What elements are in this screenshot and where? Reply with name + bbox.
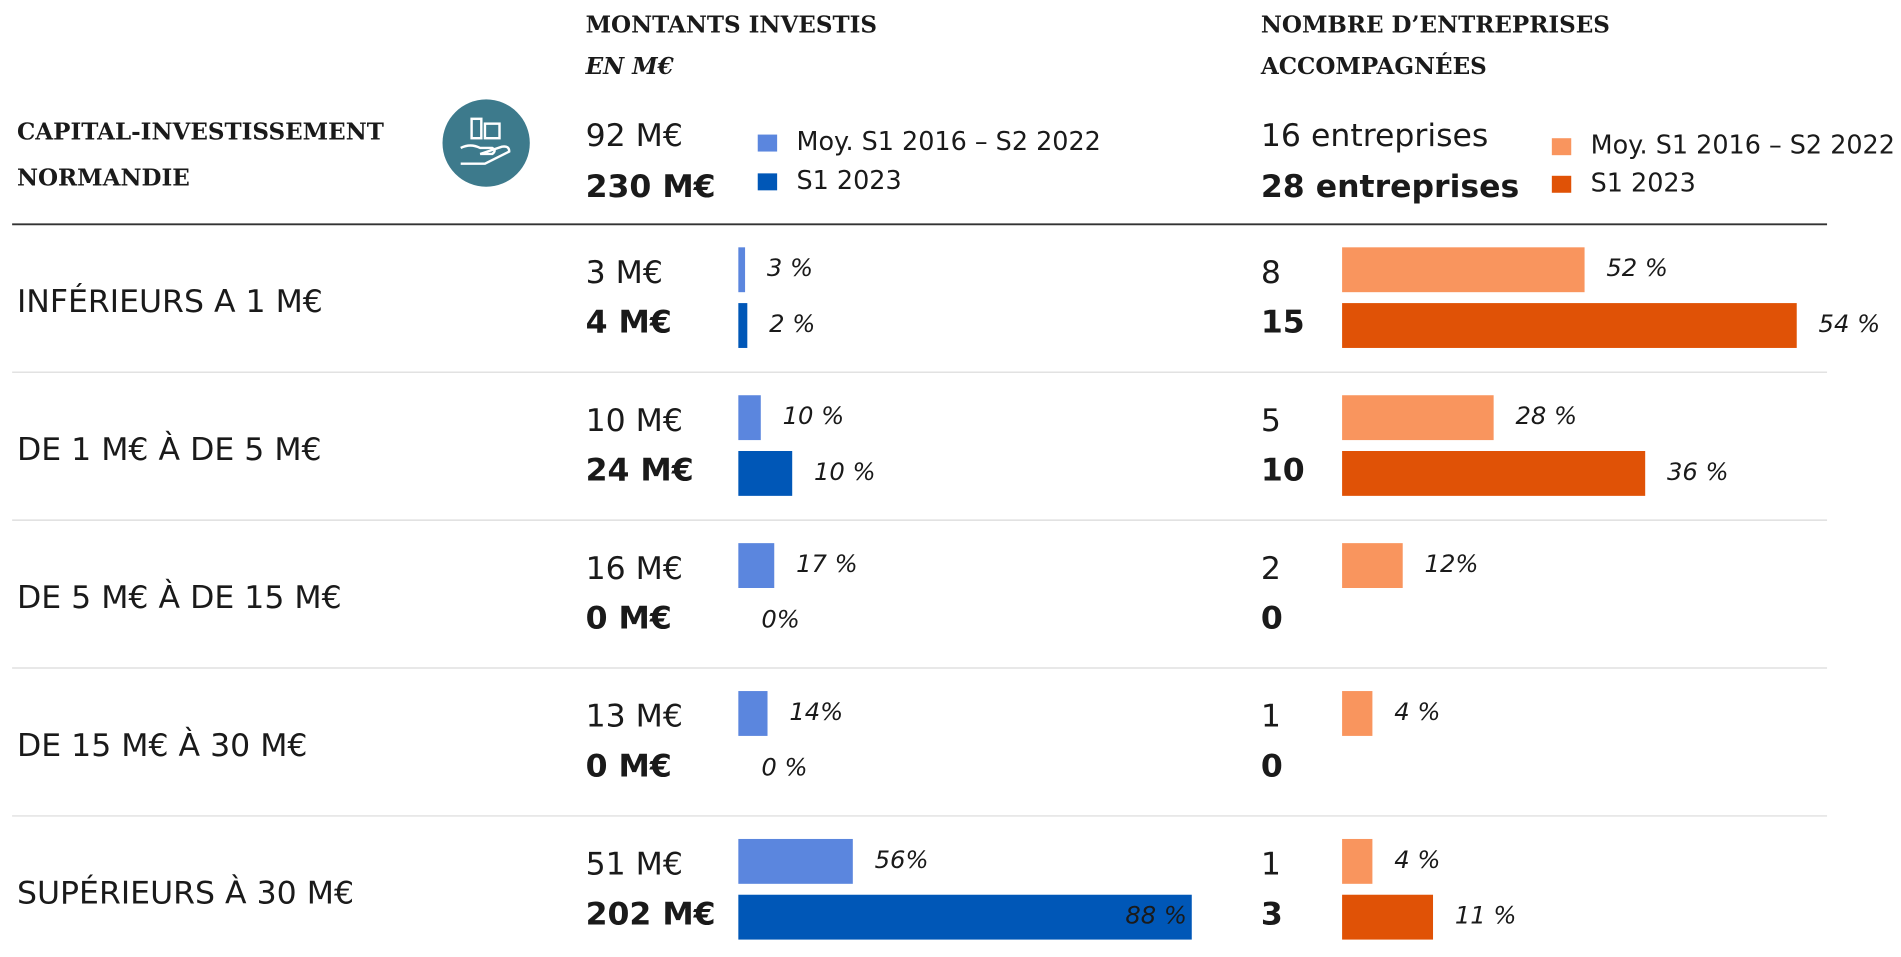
bar bbox=[1342, 894, 1434, 940]
share-label: 4 % bbox=[1394, 697, 1440, 726]
section-title: MONTANTS INVESTIS bbox=[586, 12, 877, 39]
bar bbox=[738, 894, 1192, 940]
row-label: SUPÉRIEURS À 30 M€ bbox=[17, 874, 354, 912]
value-label: 0 M€ bbox=[586, 601, 672, 637]
value-label: 2 bbox=[1261, 551, 1281, 587]
value-label: 51 M€ bbox=[586, 847, 683, 883]
title-line: CAPITAL-INVESTISSEMENT bbox=[17, 118, 384, 145]
value-label: 5 bbox=[1261, 403, 1281, 439]
legend-label: S1 2023 bbox=[1591, 168, 1696, 198]
value-label: 3 bbox=[1261, 896, 1283, 932]
legend-label: Moy. S1 2016 – S2 2022 bbox=[1591, 131, 1895, 161]
title-line: NORMANDIE bbox=[17, 164, 190, 191]
value-label: 1 bbox=[1261, 847, 1281, 883]
share-label: 12% bbox=[1425, 549, 1479, 578]
value-label: 24 M€ bbox=[586, 453, 694, 489]
section-unit: EN M€ bbox=[585, 53, 675, 80]
bar bbox=[1342, 691, 1373, 736]
bar bbox=[738, 303, 748, 348]
total: 28 entreprises bbox=[1261, 169, 1519, 205]
share-label: 56% bbox=[875, 845, 929, 874]
share-label: 17 % bbox=[796, 549, 858, 578]
bar bbox=[1342, 303, 1797, 348]
value-label: 10 M€ bbox=[586, 403, 683, 439]
legend-swatch bbox=[757, 173, 778, 191]
legend-label: S1 2023 bbox=[797, 166, 902, 196]
value-label: 0 bbox=[1261, 748, 1283, 784]
row-label: DE 15 M€ À 30 M€ bbox=[17, 726, 308, 764]
section-title: ACCOMPAGNÉES bbox=[1260, 53, 1487, 80]
value-label: 0 M€ bbox=[586, 748, 672, 784]
legend-swatch bbox=[1551, 138, 1572, 156]
row-label: DE 5 M€ À DE 15 M€ bbox=[17, 578, 342, 616]
value-label: 10 bbox=[1261, 453, 1305, 489]
row-label: DE 1 M€ À DE 5 M€ bbox=[17, 430, 322, 468]
share-label: 4 % bbox=[1394, 845, 1440, 874]
legend-swatch bbox=[1551, 175, 1572, 193]
value-label: 1 bbox=[1261, 699, 1281, 735]
section-title: NOMBRE D’ENTREPRISES bbox=[1261, 12, 1610, 39]
value-label: 0 bbox=[1261, 601, 1283, 637]
bar bbox=[1342, 395, 1494, 441]
share-label: 54 % bbox=[1819, 309, 1881, 338]
share-label: 10 % bbox=[814, 457, 876, 486]
share-label: 36 % bbox=[1667, 457, 1729, 486]
value-label: 3 M€ bbox=[586, 255, 663, 291]
value-label: 13 M€ bbox=[586, 699, 683, 735]
share-label: 88 % bbox=[1125, 901, 1187, 930]
value-label: 15 bbox=[1261, 305, 1305, 341]
share-label: 3 % bbox=[767, 253, 813, 282]
bar bbox=[738, 451, 793, 496]
legend-label: Moy. S1 2016 – S2 2022 bbox=[797, 127, 1101, 157]
row-label: INFÉRIEURS A 1 M€ bbox=[17, 282, 323, 320]
total: 92 M€ bbox=[586, 118, 683, 154]
bar bbox=[738, 543, 775, 589]
total: 16 entreprises bbox=[1261, 118, 1488, 154]
share-label: 11 % bbox=[1455, 901, 1517, 930]
value-label: 4 M€ bbox=[586, 305, 672, 341]
bar bbox=[1342, 838, 1373, 884]
share-label: 14% bbox=[789, 697, 843, 726]
value-label: 16 M€ bbox=[586, 551, 683, 587]
bar bbox=[1342, 247, 1585, 293]
legend-swatch bbox=[757, 134, 778, 152]
icon bbox=[442, 99, 530, 187]
bar bbox=[738, 691, 768, 736]
share-label: 0 % bbox=[761, 753, 807, 782]
total: 230 M€ bbox=[586, 169, 716, 205]
share-label: 52 % bbox=[1606, 253, 1668, 282]
share-label: 10 % bbox=[783, 401, 845, 430]
share-label: 2 % bbox=[769, 309, 815, 338]
share-label: 28 % bbox=[1515, 401, 1577, 430]
bar bbox=[738, 838, 853, 884]
value-label: 8 bbox=[1261, 255, 1281, 291]
bar bbox=[738, 247, 746, 293]
value-label: 202 M€ bbox=[586, 896, 716, 932]
bar bbox=[738, 395, 761, 441]
bar bbox=[1342, 451, 1646, 496]
bar bbox=[1342, 543, 1403, 589]
share-label: 0% bbox=[761, 605, 799, 634]
